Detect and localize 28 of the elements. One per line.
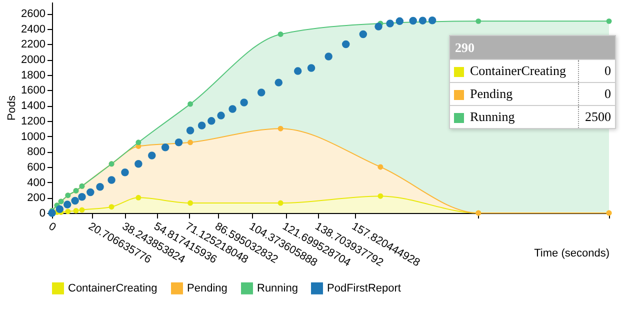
legend-label: Running	[450, 106, 578, 128]
annotation: 290	[450, 36, 615, 59]
legend-label: Pending	[450, 82, 578, 106]
y-tick-label: 2400	[21, 23, 46, 36]
annotation: 2500	[578, 106, 615, 128]
legend-label: ContainerCreating	[68, 282, 158, 294]
x-axis-title: Time (seconds)	[534, 248, 610, 260]
y-tick-label: 1400	[21, 100, 46, 112]
y-tick-label: 600	[27, 161, 46, 174]
y-tick-label: 1600	[21, 84, 46, 97]
y-tick-label: 800	[27, 146, 46, 158]
y-tick-label: 1200	[21, 115, 46, 128]
y-tick-label: 1000	[21, 130, 46, 143]
annotation: 0	[578, 60, 615, 82]
y-tick-label: 200	[27, 192, 46, 204]
y-tick-label: 1800	[21, 69, 46, 82]
x-tick-label: 0	[46, 220, 58, 234]
y-tick-label: 2000	[21, 54, 46, 66]
annotation: 0	[578, 82, 615, 106]
text: ContainerCreating	[470, 63, 566, 78]
y-tick-label: 400	[27, 176, 46, 189]
legend-label: PodFirstReport	[327, 282, 401, 294]
y-axis-title: Pods	[6, 94, 18, 121]
y-tick-label: 2600	[21, 8, 46, 20]
y-tick-label: 2200	[21, 38, 46, 51]
text: Pending	[187, 282, 228, 294]
y-tick-label: 0	[39, 208, 46, 220]
text: Running	[257, 282, 298, 294]
